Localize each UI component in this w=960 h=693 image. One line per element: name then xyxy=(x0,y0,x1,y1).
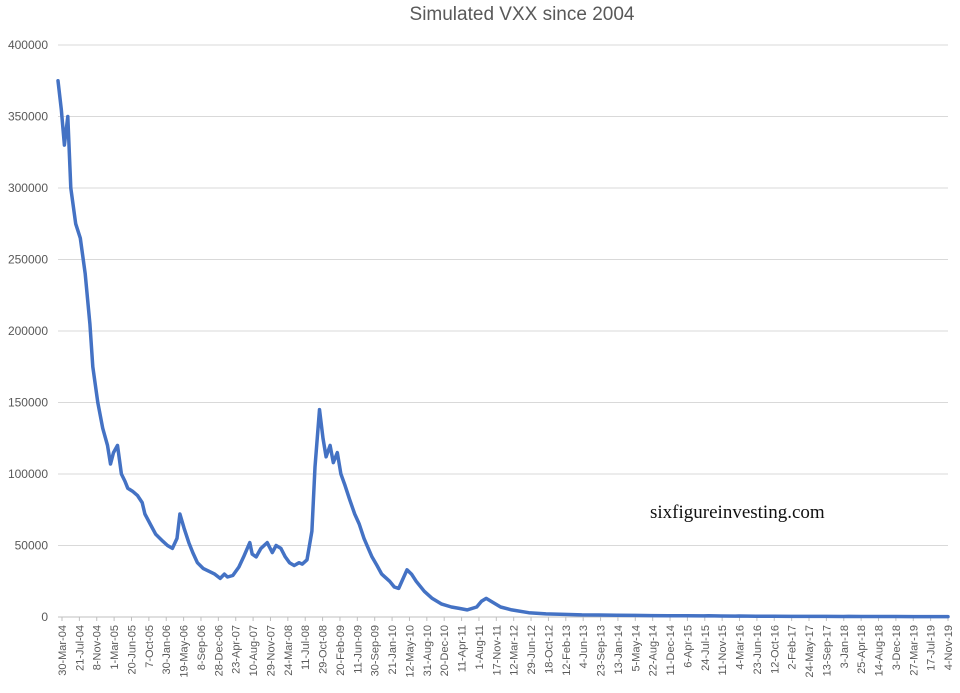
x-tick-label: 6-Apr-15 xyxy=(682,625,694,668)
x-tick-label: 12-May-10 xyxy=(404,625,416,678)
x-tick-label: 27-Mar-19 xyxy=(908,625,920,676)
x-tick-label: 31-Aug-10 xyxy=(422,625,434,676)
x-tick-label: 11-Dec-14 xyxy=(665,625,677,676)
x-axis: 30-Mar-04 21-Jul-04 8-Nov-04 1-Mar-05 20-Jun… xyxy=(57,616,955,678)
x-tick-label: 7-Oct-05 xyxy=(144,625,156,668)
x-tick-label: 13-Jan-14 xyxy=(613,625,625,675)
x-tick-label: 21-Jul-04 xyxy=(74,625,86,671)
watermark-text: sixfigureinvesting.com xyxy=(650,502,825,523)
x-tick-label: 24-Jul-15 xyxy=(700,625,712,671)
x-tick-label: 2-Feb-17 xyxy=(787,625,799,670)
x-tick-label: 24-Mar-08 xyxy=(283,625,295,676)
x-tick-label: 19-May-06 xyxy=(179,625,191,678)
y-tick-label: 150000 xyxy=(8,396,48,410)
gridlines xyxy=(58,44,948,546)
x-tick-label: 23-Apr-07 xyxy=(231,625,243,674)
x-tick-label: 3-Jan-18 xyxy=(839,625,851,668)
x-tick-label: 3-Dec-18 xyxy=(891,625,903,670)
x-tick-label: 1-Aug-11 xyxy=(474,625,486,669)
x-tick-label: 18-Oct-12 xyxy=(543,625,555,674)
x-tick-label: 11-Apr-11 xyxy=(457,625,469,672)
x-tick-label: 21-Jan-10 xyxy=(387,625,399,675)
x-tick-label: 29-Oct-08 xyxy=(318,625,330,674)
x-tick-label: 24-May-17 xyxy=(804,625,816,678)
y-tick-label: 350000 xyxy=(8,110,48,124)
series-group xyxy=(56,79,950,619)
x-tick-label: 14-Aug-18 xyxy=(874,625,886,676)
y-tick-label: 100000 xyxy=(8,467,48,481)
x-tick-label: 12-Oct-16 xyxy=(769,625,781,674)
x-tick-label: 8-Sep-06 xyxy=(196,625,208,670)
x-tick-label: 30-Mar-04 xyxy=(57,625,69,676)
y-tick-label: 50000 xyxy=(15,539,49,553)
x-tick-label: 4-Jun-13 xyxy=(578,625,590,668)
y-tick-label: 400000 xyxy=(8,38,48,52)
x-tick-label: 13-Sep-17 xyxy=(821,625,833,676)
x-tick-label: 11-Jun-09 xyxy=(352,625,364,674)
x-tick-label: 1-Mar-05 xyxy=(109,625,121,670)
x-tick-label: 23-Jun-16 xyxy=(752,625,764,675)
x-tick-label: 17-Nov-11 xyxy=(491,625,503,676)
x-tick-label: 11-Nov-15 xyxy=(717,625,729,676)
x-tick-label: 11-Jul-08 xyxy=(300,625,312,670)
x-tick-label: 30-Jan-06 xyxy=(161,625,173,675)
x-tick-label: 20-Dec-10 xyxy=(439,625,451,676)
x-tick-label: 20-Jun-05 xyxy=(126,625,138,675)
x-tick-label: 22-Aug-14 xyxy=(648,625,660,676)
y-axis: 0 50000 100000 150000 200000 250000 300000 3500… xyxy=(8,38,48,624)
x-tick-label: 4-Mar-16 xyxy=(735,625,747,670)
x-tick-label: 8-Nov-04 xyxy=(92,625,104,670)
x-tick-label: 29-Jun-12 xyxy=(526,625,538,675)
x-tick-label: 20-Feb-09 xyxy=(335,625,347,676)
x-tick-label: 29-Nov-07 xyxy=(265,625,277,676)
x-tick-label: 17-Jul-19 xyxy=(926,625,938,671)
y-tick-label: 250000 xyxy=(8,253,48,267)
x-tick-label: 28-Dec-06 xyxy=(213,625,225,676)
x-tick-label: 12-Feb-13 xyxy=(561,625,573,676)
x-tick-label: 5-May-14 xyxy=(630,625,642,671)
chart-title: Simulated VXX since 2004 xyxy=(409,4,635,25)
series-line xyxy=(56,79,950,619)
x-tick-label: 4-Nov-19 xyxy=(943,625,955,670)
x-tick-label: 25-Apr-18 xyxy=(856,625,868,674)
y-tick-label: 200000 xyxy=(8,324,48,338)
x-tick-label: 23-Sep-13 xyxy=(596,625,608,676)
y-tick-label: 0 xyxy=(41,610,48,624)
x-tick-label: 10-Aug-07 xyxy=(248,625,260,676)
x-tick-label: 12-Mar-12 xyxy=(509,625,521,676)
y-tick-label: 300000 xyxy=(8,181,48,195)
x-tick-label: 30-Sep-09 xyxy=(370,625,382,676)
